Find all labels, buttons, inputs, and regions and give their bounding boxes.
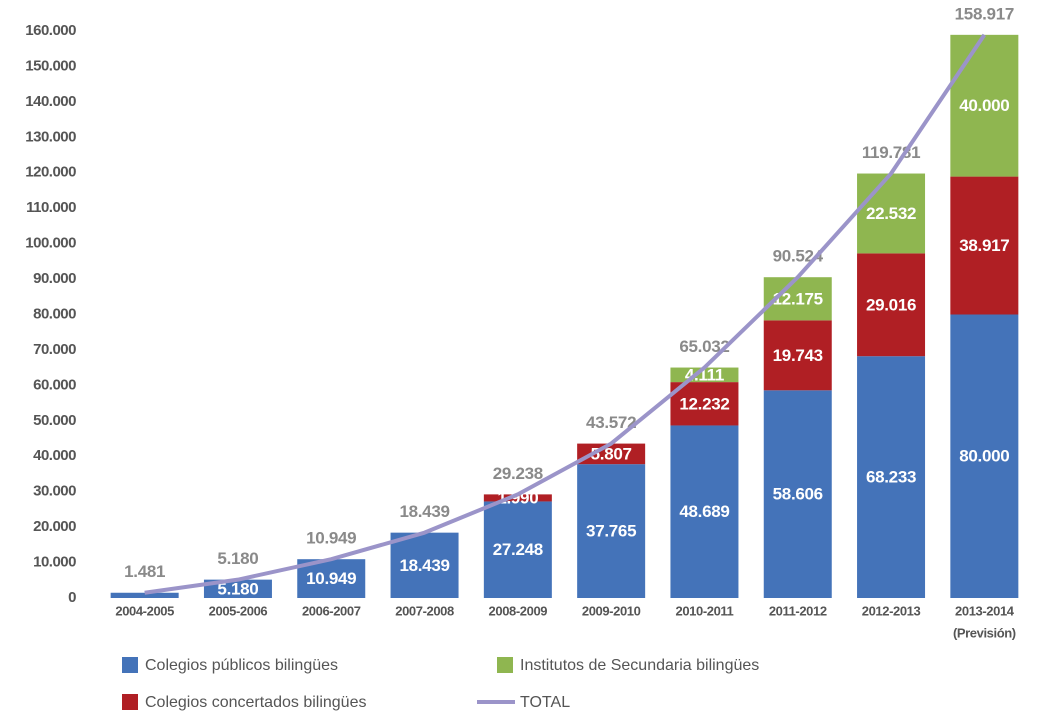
bar-segment (950, 314, 1019, 598)
segment-label: 48.689 (679, 502, 729, 521)
y-tick-label: 30.000 (33, 483, 76, 500)
total-line (144, 33, 987, 595)
total-label: 158.917 (955, 4, 1014, 23)
y-tick-label: 110.000 (26, 199, 76, 216)
legend-label: Institutos de Secundaria bilingües (520, 657, 759, 674)
y-tick-label: 40.000 (33, 447, 76, 464)
legend-swatch (122, 657, 138, 673)
total-label: 29.238 (493, 464, 543, 483)
bar-segment (950, 34, 1019, 177)
bar-segment (670, 425, 739, 598)
y-tick-label: 60.000 (33, 376, 76, 393)
total-label: 10.949 (306, 529, 356, 548)
bar-segment (763, 320, 832, 391)
legend-label: Colegios públicos bilingües (145, 657, 338, 674)
y-tick-label: 20.000 (33, 518, 76, 535)
segment-label: 12.175 (773, 289, 823, 308)
y-tick-label: 130.000 (25, 128, 76, 145)
total-label: 1.481 (124, 562, 165, 581)
x-tick-label: 2013-2014 (955, 603, 1015, 618)
y-tick-label: 100.000 (25, 235, 76, 252)
x-tick-label: 2012-2013 (862, 603, 921, 618)
y-tick-label: 0 (68, 589, 76, 606)
legend-swatch (497, 657, 513, 673)
bar-segment (577, 464, 646, 598)
x-tick-label: 2005-2006 (209, 603, 268, 618)
segment-label: 40.000 (959, 96, 1009, 115)
y-tick-label: 80.000 (33, 305, 76, 322)
x-tick-label: 2004-2005 (115, 603, 174, 618)
segment-label: 5.180 (217, 579, 258, 598)
x-tick-label: 2007-2008 (395, 603, 454, 618)
y-tick-label: 120.000 (25, 164, 76, 181)
y-tick-label: 10.000 (33, 554, 76, 571)
y-tick-label: 140.000 (25, 93, 76, 110)
legend-label: TOTAL (520, 694, 570, 711)
category-note: (Previsión) (953, 625, 1016, 640)
segment-label: 4.111 (685, 365, 724, 384)
segment-label: 37.765 (586, 522, 636, 541)
bar-segment (857, 253, 926, 357)
x-tick-label: 2011-2012 (769, 603, 827, 618)
segment-label: 29.016 (866, 295, 916, 314)
x-tick-label: 2010-2011 (676, 603, 734, 618)
y-tick-label: 160.000 (25, 22, 76, 39)
total-label: 43.572 (586, 413, 636, 432)
bar-segment (390, 532, 459, 598)
bar-segment (203, 579, 272, 598)
bar-segment (110, 592, 179, 598)
x-tick-label: 2008-2009 (489, 603, 548, 618)
x-tick-label: 2009-2010 (582, 603, 641, 618)
total-label: 18.439 (399, 502, 449, 521)
segment-label: 19.743 (773, 346, 823, 365)
segment-label: 10.949 (306, 569, 356, 588)
bar-segment (950, 176, 1019, 315)
x-tick-label: 2006-2007 (302, 603, 361, 618)
y-tick-label: 50.000 (33, 412, 76, 429)
bar-segment (483, 494, 552, 502)
legend-label: Colegios concertados bilingües (145, 694, 366, 711)
legend-swatch (122, 694, 138, 710)
segment-label: 27.248 (493, 540, 543, 559)
segment-label: 18.439 (399, 556, 449, 575)
bar-segment (670, 367, 739, 383)
total-label: 5.180 (217, 549, 258, 568)
bar-segment (857, 173, 926, 254)
bar-segment (857, 356, 926, 598)
segment-label: 22.532 (866, 204, 916, 223)
total-label: 65.032 (679, 337, 729, 356)
bar-segment (763, 390, 832, 598)
segment-label: 1.990 (497, 488, 538, 507)
segment-label: 12.232 (679, 394, 729, 413)
segment-label: 80.000 (959, 447, 1009, 466)
segment-label: 5.807 (591, 444, 632, 463)
y-tick-label: 70.000 (33, 341, 76, 358)
segment-label: 38.917 (959, 236, 1009, 255)
segment-label: 68.233 (866, 468, 916, 487)
bar-segment (670, 382, 739, 426)
y-tick-label: 90.000 (33, 270, 76, 287)
bar-segment (577, 443, 646, 465)
segment-label: 58.606 (773, 485, 823, 504)
bar-segment (483, 501, 552, 598)
total-label: 119.781 (862, 143, 920, 162)
y-tick-label: 150.000 (25, 57, 76, 74)
